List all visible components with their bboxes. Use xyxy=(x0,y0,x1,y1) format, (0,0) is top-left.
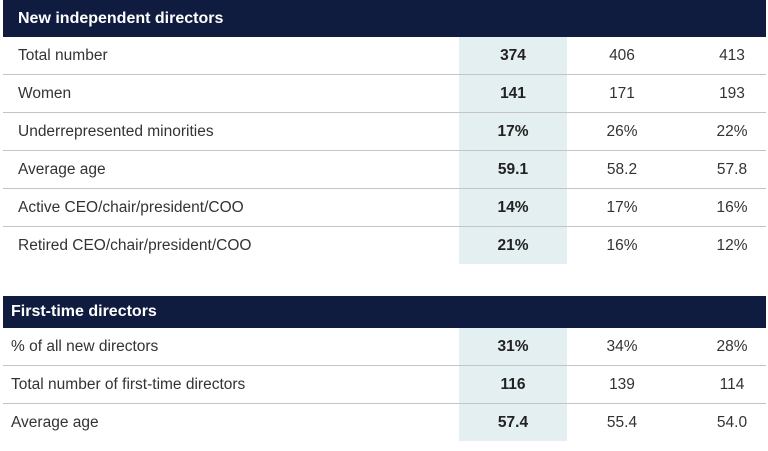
value-cell: 374 xyxy=(459,37,567,74)
value-cell: 116 xyxy=(459,366,567,403)
table-row: % of all new directors 31% 34% 28% xyxy=(3,328,766,365)
row-label: % of all new directors xyxy=(11,337,159,355)
section-header: New independent directors xyxy=(3,0,766,37)
section-header: First-time directors xyxy=(3,296,766,328)
table-row: Active CEO/chair/president/COO 14% 17% 16% xyxy=(3,188,766,226)
row-label: Total number of first-time directors xyxy=(11,375,246,393)
value-cell: 57.4 xyxy=(459,404,567,441)
value-cell: 139 xyxy=(609,375,635,393)
table-row: Women 141 171 193 xyxy=(3,74,766,112)
value-cell: 193 xyxy=(719,84,745,102)
value-cell: 17% xyxy=(606,198,638,216)
table-row: Average age 57.4 55.4 54.0 xyxy=(3,403,766,441)
value-cell: 21% xyxy=(459,227,567,264)
value-cell: 413 xyxy=(719,46,745,64)
value-cell: 57.8 xyxy=(716,160,748,178)
value-cell: 14% xyxy=(459,189,567,226)
value-cell: 59.1 xyxy=(459,151,567,188)
table-row: Retired CEO/chair/president/COO 21% 16% 12% xyxy=(3,226,766,264)
value-cell: 406 xyxy=(609,46,635,64)
row-label: Total number xyxy=(18,46,108,64)
value-cell: 16% xyxy=(716,198,748,216)
row-label: Average age xyxy=(18,160,106,178)
value-cell: 34% xyxy=(606,337,638,355)
value-cell: 28% xyxy=(716,337,748,355)
value-cell: 12% xyxy=(716,236,748,254)
value-cell: 54.0 xyxy=(716,413,748,431)
value-cell: 58.2 xyxy=(606,160,638,178)
row-label: Active CEO/chair/president/COO xyxy=(18,198,244,216)
table-section: New independent directors Total number 374… xyxy=(3,0,766,264)
row-label: Average age xyxy=(11,413,99,431)
table-row: Total number of first-time directors 116 1… xyxy=(3,365,766,403)
value-cell: 22% xyxy=(716,122,748,140)
value-cell: 141 xyxy=(459,75,567,112)
value-cell: 171 xyxy=(609,84,635,102)
table-section: First-time directors% of all new directo… xyxy=(3,296,766,441)
table-row: Average age 59.1 58.2 57.8 xyxy=(3,150,766,188)
table-row: Total number 374 406 413 xyxy=(3,37,766,74)
value-cell: 26% xyxy=(606,122,638,140)
value-cell: 31% xyxy=(459,328,567,365)
value-cell: 55.4 xyxy=(606,413,638,431)
value-cell: 16% xyxy=(606,236,638,254)
row-label: Retired CEO/chair/president/COO xyxy=(18,236,252,254)
value-cell: 17% xyxy=(459,113,567,150)
value-cell: 114 xyxy=(719,375,745,393)
row-label: Underrepresented minorities xyxy=(18,122,214,140)
row-label: Women xyxy=(18,84,72,102)
table-row: Underrepresented minorities 17% 26% 22% xyxy=(3,112,766,150)
